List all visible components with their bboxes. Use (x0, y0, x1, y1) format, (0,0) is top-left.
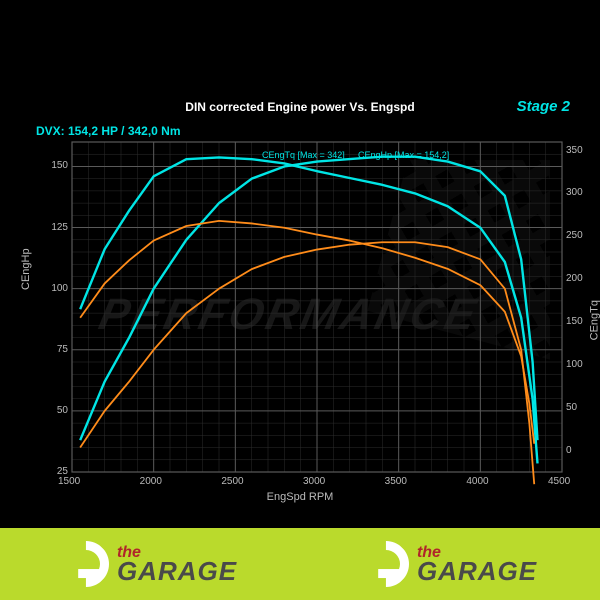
dyno-plot (0, 0, 600, 600)
dyno-screenshot: PERFORMANCE DIN corrected Engine power V… (0, 0, 600, 600)
y-left-label: CEngHp (20, 248, 32, 290)
x-label: EngSpd RPM (0, 491, 600, 503)
annot-tq-max: CEngTq [Max = 342] (262, 150, 345, 160)
annot-hp-max: CEngHp [Max = 154,2] (358, 150, 449, 160)
garage-logo: the GARAGE (0, 541, 300, 587)
footer-banner: the GARAGE the GARAGE (0, 528, 600, 600)
g-icon (353, 531, 418, 596)
garage-logo: the GARAGE (300, 541, 600, 587)
y-right-label: CEngTq (588, 300, 600, 340)
logo-garage: GARAGE (417, 560, 537, 582)
logo-garage: GARAGE (117, 560, 237, 582)
g-icon (53, 531, 118, 596)
